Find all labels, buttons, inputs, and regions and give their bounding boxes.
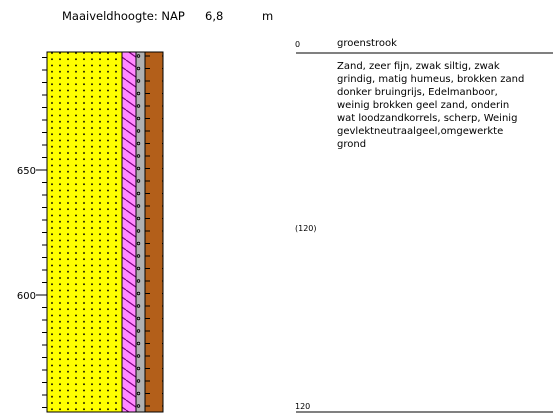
layer-bottom: 120 (295, 402, 310, 411)
column (47, 52, 163, 412)
header-unit: m (262, 9, 273, 23)
humus-layer (122, 52, 136, 412)
description-line: grindig, matig humeus, brokken zand (337, 74, 524, 85)
description-line: weinig brokken geel zand, onderin (337, 100, 509, 111)
scale-label: 600 (17, 291, 36, 302)
header-value: 6,8 (205, 9, 223, 23)
description-line: wat loodzandkorrels, scherp, Weinig (337, 113, 517, 124)
grey-layer (136, 52, 145, 412)
layer-description: Zand, zeer fijn, zwak siltig, zwak grindi… (337, 61, 524, 150)
scale-ticks (42, 58, 47, 408)
scale-label: 650 (17, 166, 36, 177)
sample-depth: (120) (295, 224, 317, 233)
brown-layer (145, 52, 163, 412)
description-line: Zand, zeer fijn, zwak siltig, zwak (337, 61, 500, 72)
sand-layer (47, 52, 122, 412)
description-line: gevlektneutraalgeel,omgewerkte (337, 126, 503, 137)
description-line: donker bruingrijs, Edelmanboor, (337, 87, 498, 98)
description-line: grond (337, 139, 366, 150)
layer-top: 0 (295, 40, 300, 49)
borehole-log: Maaiveldhoogte: NAP 6,8 m 650 600 0 groe… (0, 0, 553, 419)
header-label: Maaiveldhoogte: NAP (62, 9, 185, 23)
layer-name: groenstrook (337, 38, 397, 49)
